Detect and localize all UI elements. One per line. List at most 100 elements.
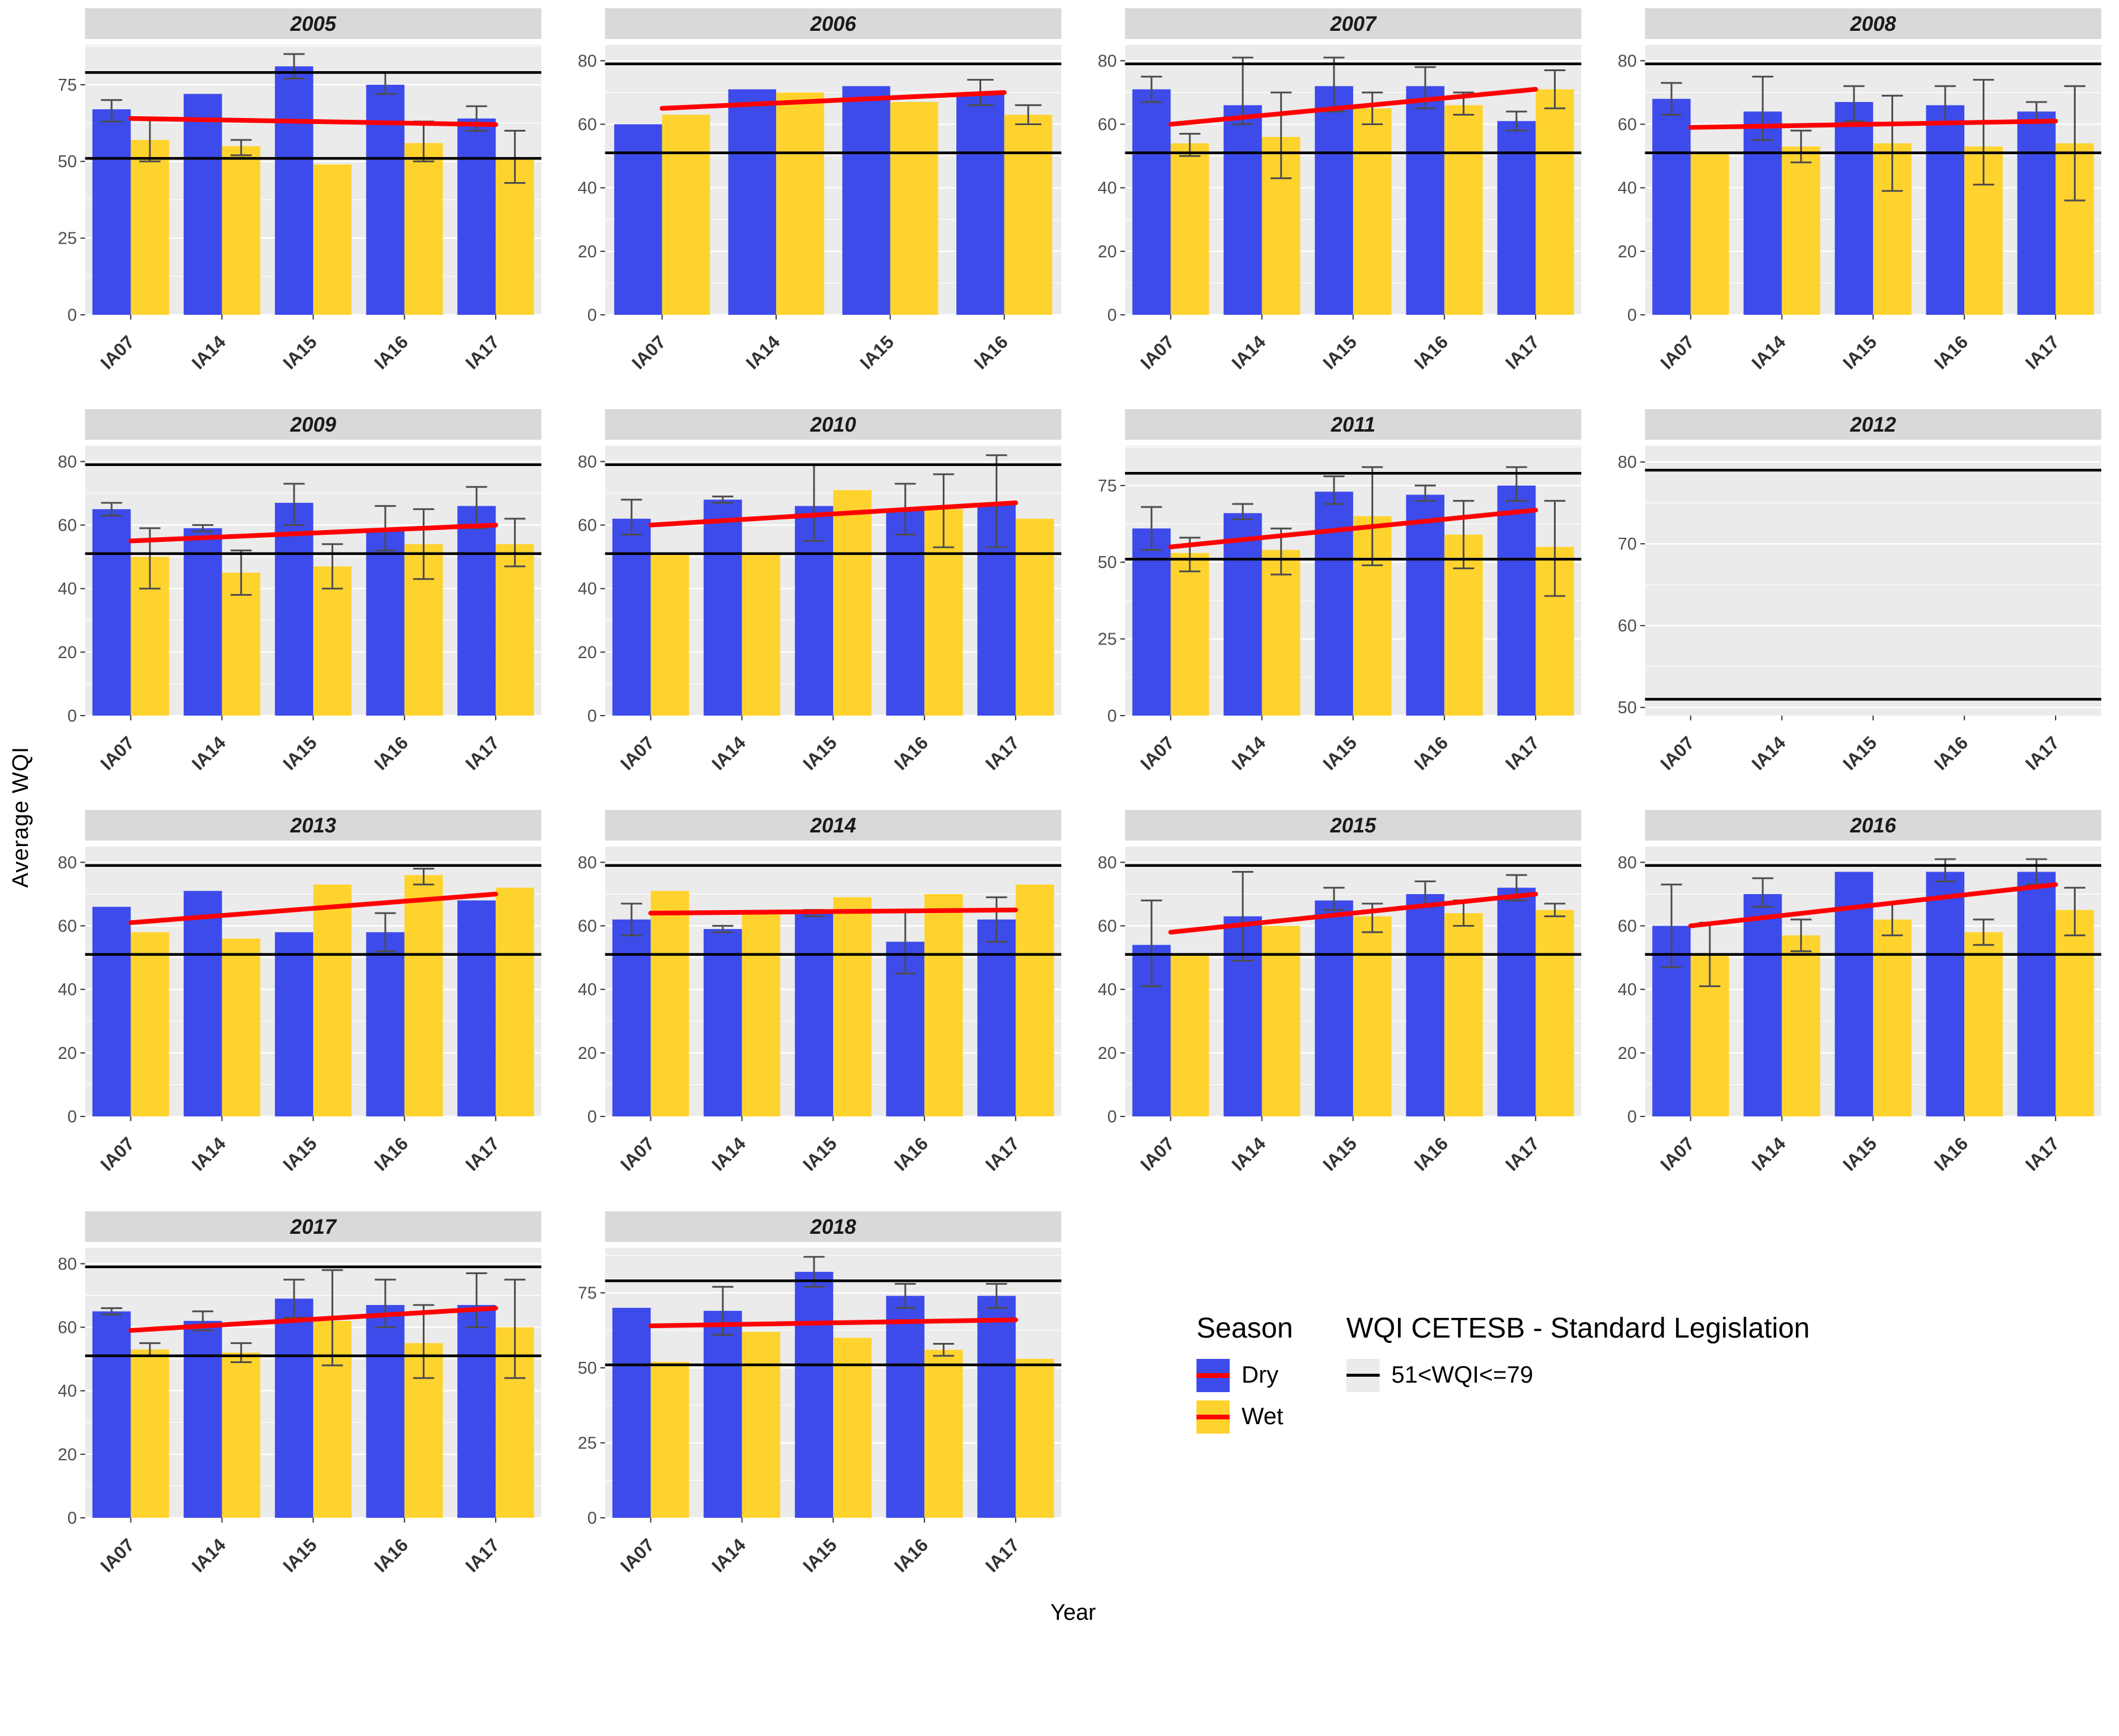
- bar-wet-IA07: [130, 140, 170, 315]
- facet-plot-2009: 2009 0 20 40 60 80 IA07 IA14 IA15 IA16 IA17: [58, 409, 542, 774]
- x-tick-label-IA16: IA16: [370, 331, 412, 374]
- y-tick-label: 20: [58, 1445, 77, 1464]
- bar-dry-IA17: [2017, 111, 2056, 315]
- facet-2016: 2016 0 20 40 60 80 IA07 IA14 IA15 IA16 IA17: [1598, 810, 2108, 1193]
- x-tick-label-IA07: IA07: [1137, 331, 1179, 374]
- y-tick-label: 0: [68, 1108, 77, 1127]
- y-tick-label: 0: [588, 707, 597, 726]
- legend-item-dry[interactable]: Dry: [1196, 1358, 1293, 1392]
- trend-line: [1168, 892, 1539, 935]
- bar-dry-IA17: [1497, 121, 1536, 315]
- x-tick-label-IA15: IA15: [1319, 732, 1361, 774]
- facet-title: 2015: [1330, 815, 1377, 837]
- x-tick-label-IA16: IA16: [890, 1133, 932, 1175]
- facet-2007: 2007 0 20 40 60 80 IA07 IA14 IA15 IA16 IA17: [1078, 8, 1588, 391]
- y-tick-label: 50: [578, 1359, 597, 1378]
- y-tick-label: 20: [1618, 1044, 1637, 1063]
- x-tick-label-IA17: IA17: [2021, 732, 2063, 774]
- y-tick-label: 40: [1618, 981, 1637, 1000]
- bar-wet-IA07: [662, 114, 710, 315]
- facet-plot-2005: 2005 0 25 50 75 IA07 IA14 IA15 IA16 IA17: [58, 8, 542, 374]
- x-tick-label-IA15: IA15: [1319, 331, 1361, 374]
- bar-dry-IA14: [728, 89, 777, 315]
- trend-line-key: [1196, 1373, 1230, 1378]
- x-tick-label-IA15: IA15: [856, 331, 898, 374]
- bar-wet-IA14: [222, 1352, 261, 1518]
- bar-dry-IA07: [1132, 528, 1171, 716]
- bar-wet-IA17: [1016, 1358, 1054, 1518]
- bar-wet-IA14: [1262, 550, 1301, 716]
- bar-dry-IA07: [614, 124, 662, 315]
- y-tick-label: 40: [1098, 981, 1117, 1000]
- y-tick-label: 80: [578, 453, 597, 472]
- bar-dry-IA15: [1834, 872, 1874, 1117]
- bar-dry-IA15: [275, 66, 314, 315]
- legend-item-wqi-range[interactable]: 51<WQI<=79: [1346, 1358, 1810, 1392]
- bar-wet-IA15: [833, 1338, 872, 1518]
- y-tick-label: 0: [68, 707, 77, 726]
- bar-dry-IA14: [703, 929, 742, 1117]
- facet-strip: [1125, 810, 1582, 841]
- bar-wet-IA15: [833, 490, 872, 716]
- y-tick-label: 80: [1618, 854, 1637, 873]
- bar-dry-IA07: [612, 519, 651, 716]
- facet-strip: [605, 810, 1062, 841]
- y-tick-label: 80: [58, 453, 77, 472]
- facet-2014: 2014 0 20 40 60 80 IA07 IA14 IA15 IA16 IA17: [558, 810, 1068, 1193]
- facet-title: 2009: [290, 414, 337, 436]
- x-tick-label-IA07: IA07: [1657, 331, 1699, 374]
- x-tick-label-IA16: IA16: [1930, 1133, 1972, 1175]
- y-tick-label: 60: [1618, 917, 1637, 936]
- bar-dry-IA07: [92, 109, 131, 315]
- x-tick-label-IA16: IA16: [1930, 732, 1972, 774]
- facet-2015: 2015 0 20 40 60 80 IA07 IA14 IA15 IA16 IA17: [1078, 810, 1588, 1193]
- legend: Season Dry Wet WQI CETESB - Standard Leg…: [1078, 1211, 2108, 1594]
- bar-dry-IA16: [886, 1295, 925, 1518]
- x-tick-label-IA17: IA17: [2021, 1133, 2063, 1175]
- x-tick-label-IA14: IA14: [1228, 331, 1270, 374]
- y-tick-label: 20: [578, 242, 597, 261]
- x-tick-label-IA14: IA14: [708, 1133, 750, 1175]
- bar-wet-IA15: [890, 102, 939, 315]
- bar-wet-IA14: [222, 939, 261, 1117]
- bar-dry-IA14: [703, 1310, 742, 1518]
- bar-dry-IA07: [92, 509, 131, 716]
- season-legend: Season Dry Wet: [1196, 1312, 1293, 1442]
- y-tick-label: 20: [578, 643, 597, 662]
- x-tick-label-IA17: IA17: [981, 732, 1023, 774]
- bar-dry-IA16: [886, 509, 925, 716]
- x-tick-label-IA14: IA14: [188, 1534, 230, 1577]
- x-tick-label-IA07: IA07: [97, 1133, 139, 1175]
- bar-dry-IA14: [1743, 894, 1782, 1117]
- x-tick-label-IA15: IA15: [1839, 732, 1881, 774]
- trend-line: [1688, 119, 2059, 130]
- y-tick-label: 80: [58, 1255, 77, 1274]
- facet-title: 2007: [1330, 13, 1377, 36]
- bar-wet-IA07: [130, 1349, 170, 1518]
- bar-wet-IA17: [496, 888, 534, 1117]
- bar-dry-IA15: [275, 932, 314, 1117]
- trend-line: [1168, 87, 1539, 127]
- bar-wet-IA16: [1964, 932, 2003, 1117]
- wqi-range-label: 51<WQI<=79: [1391, 1362, 1533, 1389]
- dry-color-key: [1196, 1358, 1230, 1392]
- facet-2010: 2010 0 20 40 60 80 IA07 IA14 IA15 IA16 IA17: [558, 409, 1068, 792]
- x-tick-label-IA14: IA14: [188, 1133, 230, 1175]
- facet-plot-2011: 2011 0 25 50 75 IA07 IA14 IA15 IA16 IA17: [1098, 409, 1582, 774]
- facet-title: 2008: [1850, 13, 1897, 36]
- bar-dry-IA15: [275, 503, 314, 716]
- facet-2008: 2008 0 20 40 60 80 IA07 IA14 IA15 IA16 IA17: [1598, 8, 2108, 391]
- y-axis-title: Average WQI: [8, 746, 33, 888]
- legend-item-wet[interactable]: Wet: [1196, 1400, 1293, 1434]
- facet-title: 2006: [810, 13, 857, 36]
- x-tick-label-IA14: IA14: [1748, 1133, 1790, 1175]
- facet-plot-2010: 2010 0 20 40 60 80 IA07 IA14 IA15 IA16 IA17: [578, 409, 1062, 774]
- y-tick-label: 20: [1098, 242, 1117, 261]
- bar-wet-IA07: [130, 932, 170, 1117]
- bar-dry-IA14: [1743, 111, 1782, 315]
- dry-legend-label: Dry: [1242, 1362, 1279, 1389]
- bar-wet-IA15: [313, 164, 352, 315]
- bar-wet-IA17: [1016, 885, 1054, 1117]
- y-tick-label: 60: [58, 917, 77, 936]
- bar-wet-IA14: [1782, 936, 1821, 1117]
